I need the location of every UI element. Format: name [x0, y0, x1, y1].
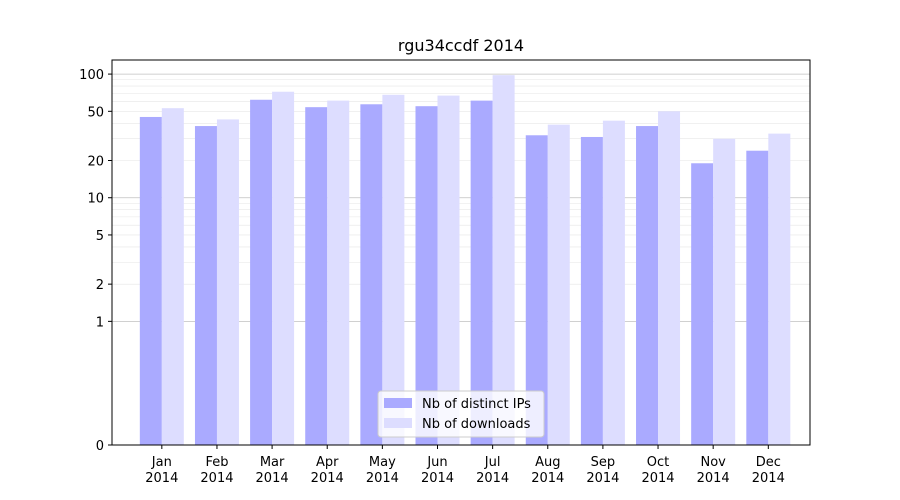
x-tick-label-year: 2014	[145, 471, 178, 486]
bar-downloads	[382, 94, 405, 445]
x-tick-label-year: 2014	[531, 471, 564, 486]
bar-downloads	[272, 91, 295, 445]
x-tick-label-year: 2014	[752, 471, 785, 486]
x-tick-label-month: Aug	[535, 455, 560, 470]
y-tick-label: 50	[87, 105, 104, 120]
x-tick-label-month: Sep	[591, 455, 616, 470]
x-tick-label-month: Feb	[205, 455, 228, 470]
x-tick-label-month: Jun	[426, 455, 447, 470]
bar-downloads	[437, 95, 460, 445]
legend-label: Nb of downloads	[422, 417, 531, 432]
x-tick-label-year: 2014	[256, 471, 289, 486]
x-tick-label-month: Mar	[260, 455, 285, 470]
bar-distinct-ips	[746, 150, 769, 445]
bar-downloads	[216, 119, 239, 445]
legend-box	[377, 390, 545, 438]
legend-swatch	[384, 418, 412, 428]
x-tick-label-year: 2014	[586, 471, 619, 486]
bar-distinct-ips	[139, 116, 162, 445]
x-tick-label-month: May	[369, 455, 396, 470]
bar-downloads	[768, 133, 791, 445]
x-tick-label-year: 2014	[641, 471, 674, 486]
bar-downloads	[658, 111, 681, 445]
x-tick-label-month: Jan	[151, 455, 172, 470]
y-tick-label: 0	[96, 439, 104, 454]
bar-downloads	[547, 124, 570, 445]
bar-distinct-ips	[415, 106, 438, 445]
x-tick-label-month: Apr	[316, 455, 339, 470]
x-tick-label-month: Dec	[756, 455, 781, 470]
y-tick-label: 5	[96, 229, 104, 244]
bar-distinct-ips	[360, 104, 383, 445]
x-tick-label-year: 2014	[200, 471, 233, 486]
legend-swatch	[384, 398, 412, 408]
bars	[139, 75, 791, 446]
bar-distinct-ips	[250, 99, 273, 445]
x-tick-label-month: Oct	[647, 455, 669, 470]
bar-downloads	[327, 100, 350, 445]
legend-label: Nb of distinct IPs	[422, 397, 531, 412]
bar-distinct-ips	[580, 136, 603, 445]
bar-distinct-ips	[525, 135, 548, 445]
bar-distinct-ips	[305, 107, 328, 445]
x-tick-label-year: 2014	[421, 471, 454, 486]
y-tick-label: 1	[96, 315, 104, 330]
x-tick-label-month: Jul	[484, 455, 501, 470]
x-tick-label-year: 2014	[476, 471, 509, 486]
x-tick-label-month: Nov	[700, 455, 726, 470]
x-tick-label-year: 2014	[697, 471, 730, 486]
x-tick-label-year: 2014	[366, 471, 399, 486]
bar-distinct-ips	[691, 163, 714, 445]
legend: Nb of distinct IPs Nb of downloads	[377, 390, 545, 438]
y-tick-label: 2	[96, 278, 104, 293]
bar-downloads	[161, 108, 184, 445]
x-tick-label-year: 2014	[311, 471, 344, 486]
bar-distinct-ips	[636, 126, 659, 445]
bar-downloads	[713, 138, 736, 446]
bar-downloads	[602, 120, 625, 446]
plot-frame	[111, 59, 811, 446]
bar-distinct-ips	[194, 126, 217, 445]
y-tick-label: 20	[87, 155, 104, 170]
y-tick-label: 100	[79, 68, 104, 83]
chart-title: rgu34ccdf 2014	[398, 36, 524, 55]
y-tick-label: 10	[87, 192, 104, 207]
bar-downloads	[492, 75, 515, 445]
axes: Jan2014Feb2014Mar2014Apr2014May2014Jun20…	[79, 68, 785, 486]
bar-distinct-ips	[470, 100, 493, 445]
